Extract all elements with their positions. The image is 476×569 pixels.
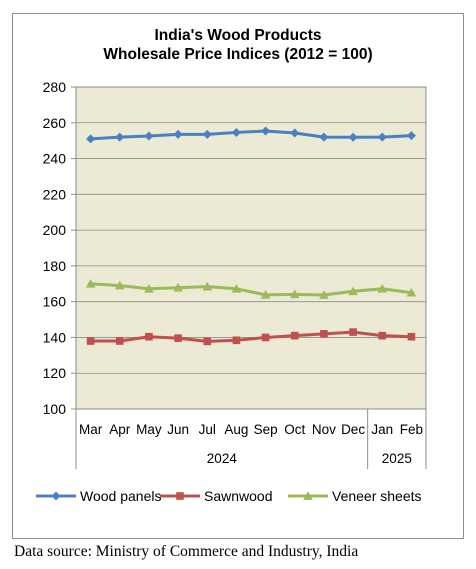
series-line-veneer-sheets [90, 282, 412, 297]
data-point-sawnwood [378, 331, 387, 340]
data-point-wood-panels [202, 129, 212, 139]
legend-label-sawnwood: Sawnwood [204, 488, 273, 504]
data-point-wood-panels [319, 132, 329, 142]
data-point-sawnwood [174, 334, 182, 342]
plot-area [75, 86, 427, 410]
data-point-veneer-sheets [231, 283, 242, 293]
x-tick-label: Oct [284, 422, 305, 437]
series-line-sawnwood [90, 330, 412, 343]
y-tick-label: 180 [43, 258, 67, 274]
data-point-veneer-sheets [144, 283, 154, 293]
x-tick-label: Aug [224, 422, 248, 437]
data-point-sawnwood [115, 337, 124, 345]
data-point-sawnwood [407, 332, 416, 341]
x-tick-label: Jan [371, 422, 393, 437]
data-point-veneer-sheets [348, 286, 358, 296]
legend-marker-veneer-sheets [303, 491, 313, 500]
chart-title-line-2: Wholesale Price Indices (2012 = 100) [103, 46, 373, 63]
y-tick-label: 260 [43, 115, 67, 131]
data-point-sawnwood [145, 332, 153, 341]
data-source-note: Data source: Ministry of Commerce and In… [14, 543, 359, 560]
data-point-veneer-sheets [173, 282, 183, 292]
year-group-label: 2024 [207, 451, 238, 466]
data-point-wood-panels [173, 129, 183, 139]
legend-label-wood-panels: Wood panels [80, 488, 161, 504]
legend-marker-wood-panels [51, 491, 61, 501]
y-tick-label: 140 [43, 329, 67, 345]
y-tick-label: 240 [43, 151, 67, 167]
data-point-wood-panels [348, 132, 358, 142]
chart-title: India's Wood Products Wholesale Price In… [12, 26, 464, 64]
x-tick-label: Sep [254, 422, 278, 437]
x-tick-label: Apr [109, 422, 131, 437]
year-group-label: 2025 [382, 451, 412, 466]
data-point-veneer-sheets [289, 289, 300, 299]
x-tick-label: Feb [400, 422, 423, 437]
data-point-sawnwood [203, 337, 212, 346]
data-point-veneer-sheets [202, 281, 213, 291]
data-point-wood-panels [377, 132, 387, 142]
data-point-wood-panels [290, 128, 300, 138]
data-point-wood-panels [231, 127, 241, 137]
series-line-wood-panels [90, 129, 412, 141]
data-point-wood-panels [144, 131, 154, 141]
y-tick-label: 200 [43, 222, 67, 238]
x-tick-label: May [136, 422, 162, 437]
data-point-sawnwood [86, 337, 95, 345]
data-point-veneer-sheets [377, 283, 388, 293]
y-tick-label: 100 [43, 401, 67, 417]
x-tick-label: Jun [167, 422, 189, 437]
data-point-sawnwood [232, 336, 241, 345]
data-point-sawnwood [349, 328, 357, 336]
data-point-sawnwood [320, 330, 328, 338]
x-tick-label: Dec [341, 422, 365, 437]
legend-marker-sawnwood [176, 492, 184, 500]
x-tick-label: Nov [312, 422, 336, 437]
y-tick-label: 280 [43, 79, 67, 95]
y-tick-label: 160 [43, 294, 67, 310]
data-point-veneer-sheets [85, 278, 96, 288]
data-point-wood-panels [406, 131, 416, 141]
data-point-veneer-sheets [260, 290, 271, 299]
data-point-veneer-sheets [319, 290, 329, 299]
data-point-wood-panels [86, 134, 96, 144]
data-point-wood-panels [115, 132, 125, 142]
y-tick-label: 220 [43, 186, 67, 202]
x-tick-label: Jul [199, 422, 216, 437]
y-tick-label: 120 [43, 365, 67, 381]
data-point-sawnwood [261, 333, 270, 342]
x-tick-label: Mar [79, 422, 103, 437]
data-point-sawnwood [290, 331, 299, 340]
legend-label-veneer-sheets: Veneer sheets [332, 488, 422, 504]
line-chart: 100 120 140 160 180 200 220 240 260 280 Mar Apr May J… [36, 79, 427, 504]
data-point-veneer-sheets [406, 287, 417, 297]
data-point-wood-panels [261, 126, 271, 136]
data-point-veneer-sheets [114, 280, 125, 290]
chart-title-line-1: India's Wood Products [154, 27, 322, 44]
